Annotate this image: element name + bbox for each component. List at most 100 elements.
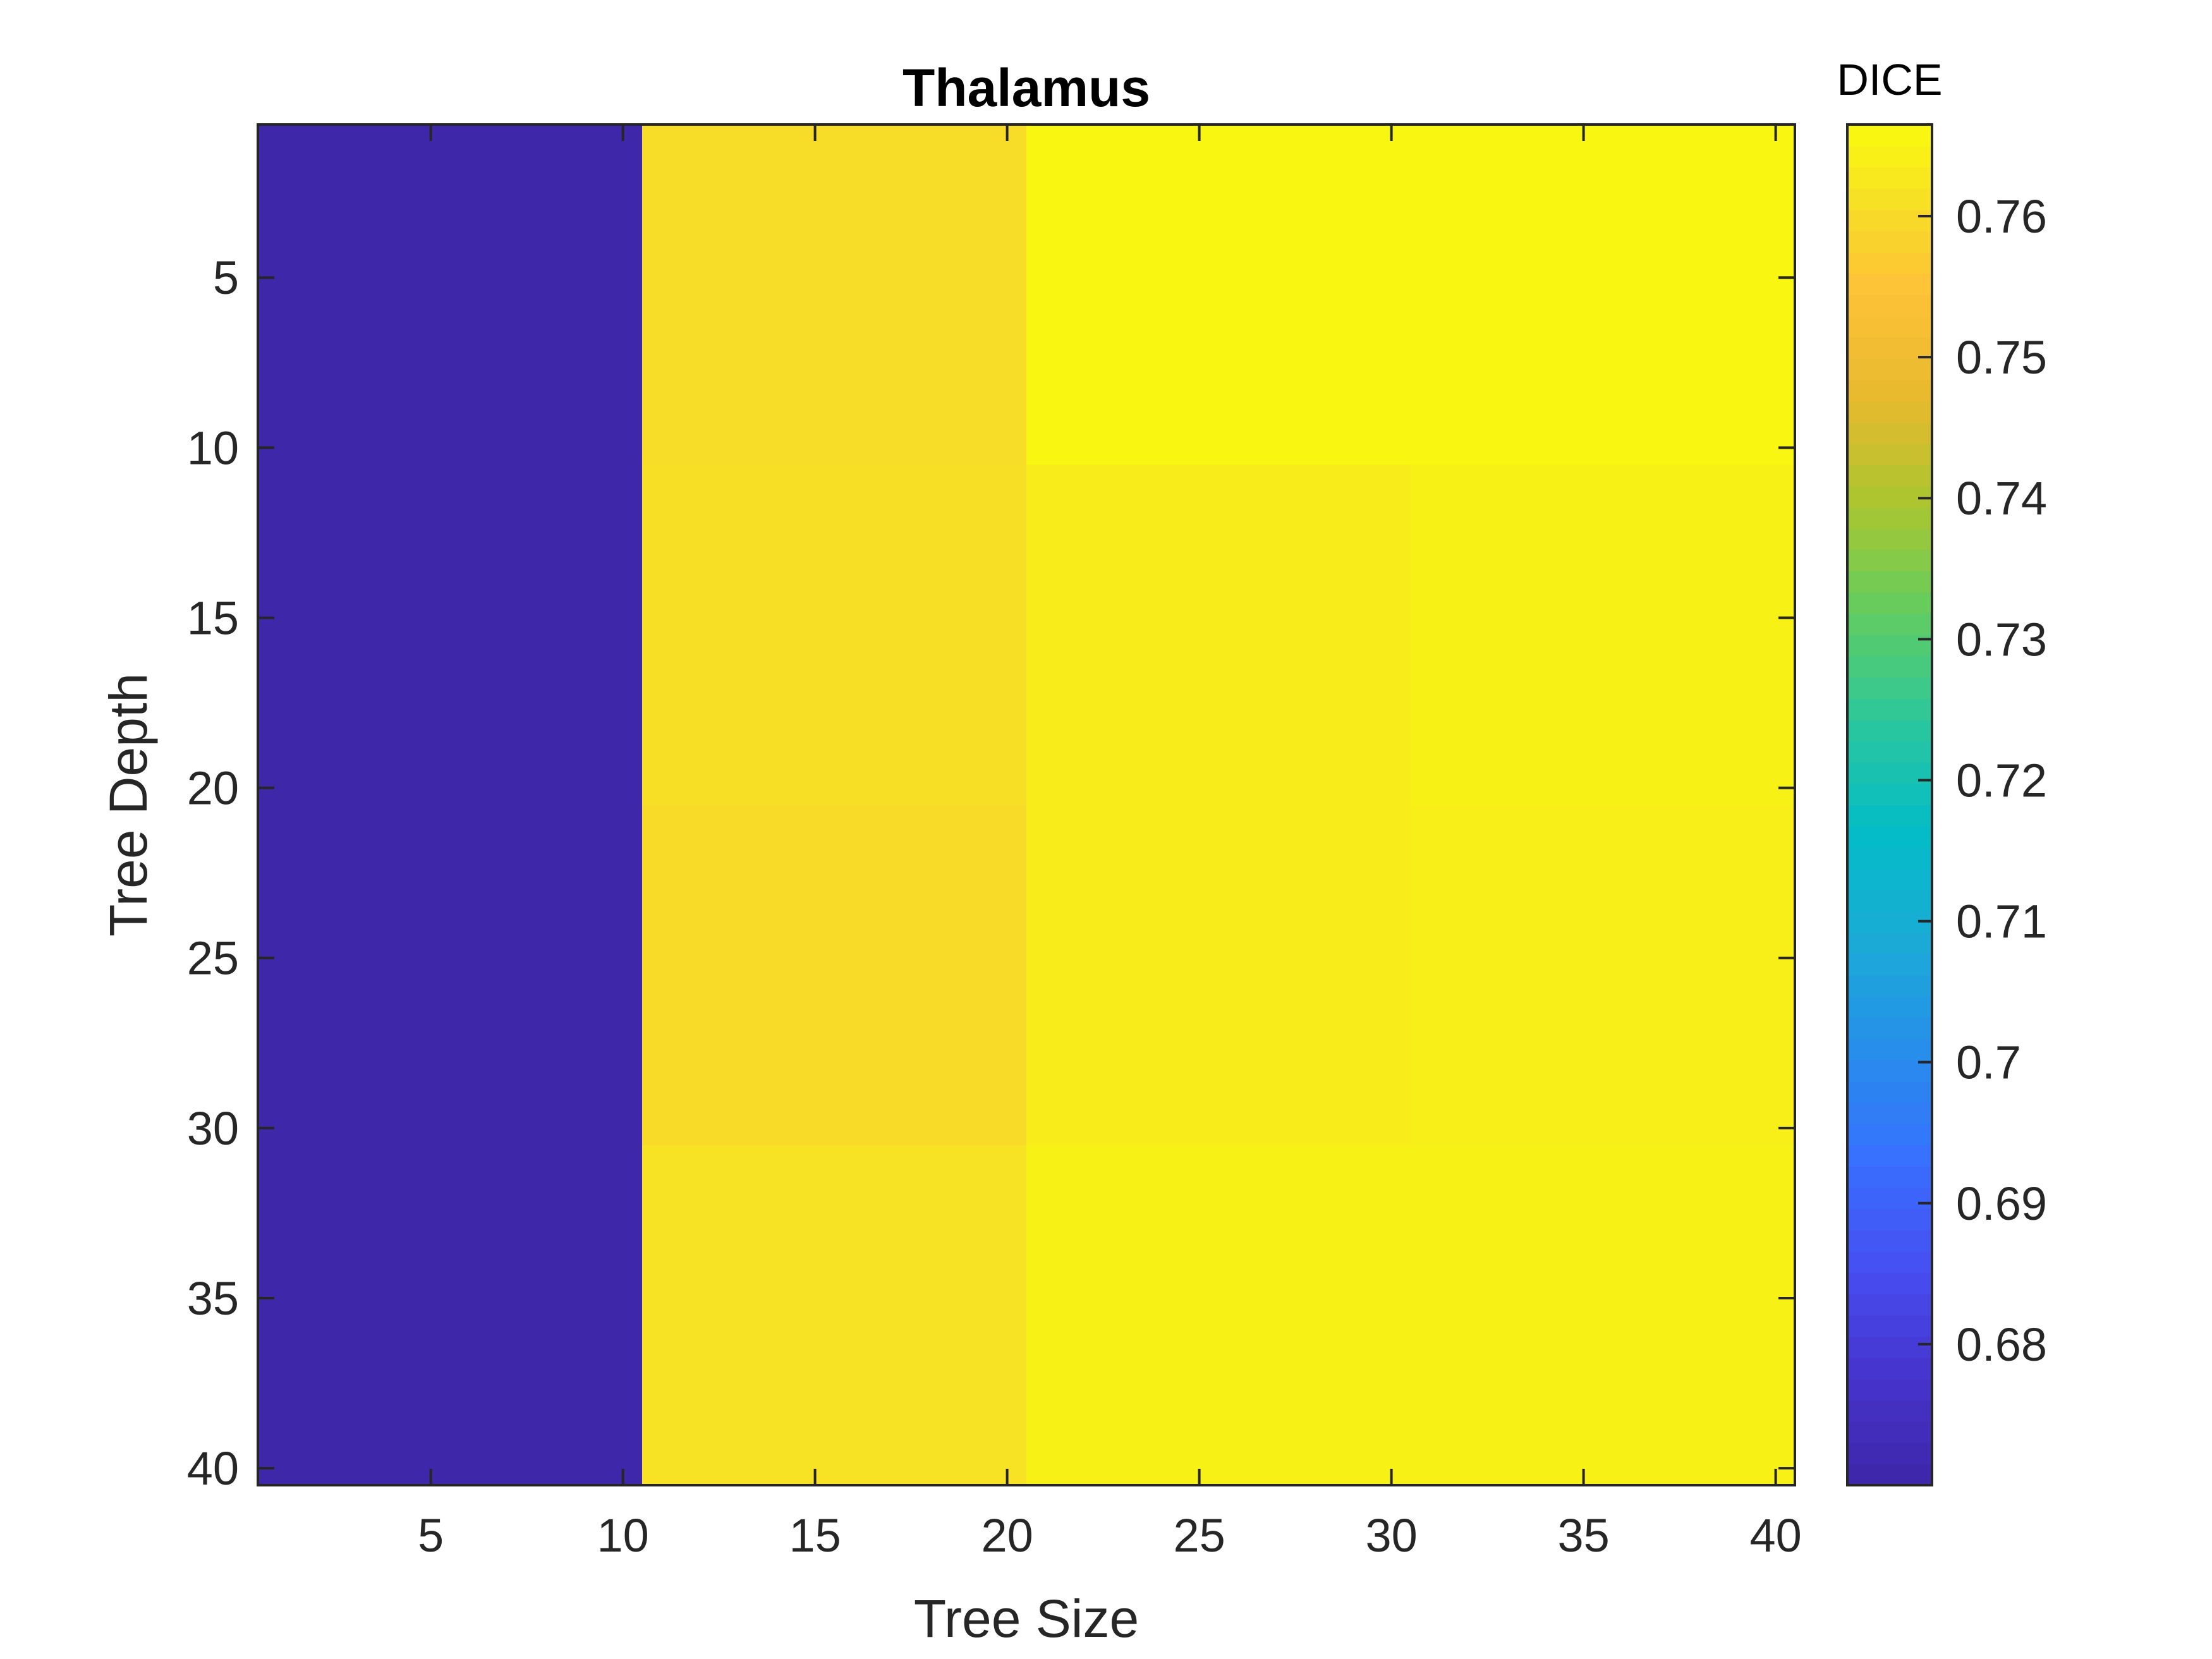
colorbar-band [1847,528,1932,550]
colorbar-band [1847,762,1932,784]
colorbar-band [1847,1251,1932,1273]
colorbar-band [1847,698,1932,720]
x-axis-ticks: 5 10 15 20 25 30 35 40 [418,125,1802,1562]
colorbar-band [1847,188,1932,210]
colorbar-ticks: 0.68 0.69 0.7 0.71 0.72 0.73 0.74 0.75 0.76 [1918,190,2047,1371]
heatmap-cell [1026,125,1411,465]
x-tick-label: 15 [789,1509,841,1562]
x-axis-label: Tree Size [914,1589,1139,1648]
colorbar-band [1847,315,1932,338]
colorbar-band [1847,401,1932,423]
y-tick-label: 20 [187,762,239,815]
colorbar-band [1847,1017,1932,1040]
colorbar-frame [1846,123,1933,1486]
colorbar-band [1847,358,1932,380]
colorbar-band [1847,443,1932,466]
chart-title: Thalamus [902,58,1150,118]
colorbar-band [1847,379,1932,402]
colorbar: 0.68 0.69 0.7 0.71 0.72 0.73 0.74 0.75 0.76 DICE [1837,55,2047,1486]
colorbar-band [1847,911,1932,933]
colorbar-band [1847,592,1932,614]
colorbar-band [1847,1358,1932,1380]
x-tick-label: 20 [981,1509,1033,1562]
x-tick-label: 5 [418,1509,444,1562]
colorbar-band [1847,1294,1932,1316]
heatmap-cell [642,125,1027,465]
y-axis-label: Tree Depth [99,673,158,937]
colorbar-tick-label: 0.69 [1956,1177,2047,1230]
heatmap-cell [258,805,643,1146]
colorbar-tick-label: 0.71 [1956,896,2047,948]
colorbar-band [1847,209,1932,232]
colorbar-band [1847,295,1932,317]
colorbar-band [1847,549,1932,572]
colorbar-band [1847,975,1932,997]
colorbar-band [1847,231,1932,253]
y-tick-label: 40 [187,1442,239,1495]
colorbar-band [1847,1336,1932,1358]
colorbar-band [1847,485,1932,508]
colorbar-band [1847,996,1932,1018]
heatmap-cell [258,1145,643,1486]
colorbar-band [1847,1464,1932,1486]
colorbar-band [1847,507,1932,529]
colorbar-band [1847,1421,1932,1443]
colorbar-band [1847,1166,1932,1188]
y-tick-label: 35 [187,1272,239,1325]
heatmap-cell [1411,465,1796,806]
heatmap-cell [1026,465,1411,806]
colorbar-band [1847,422,1932,444]
colorbar-band [1847,1145,1932,1167]
colorbar-tick-label: 0.75 [1956,331,2047,384]
y-tick-label: 5 [213,252,239,304]
y-tick-label: 25 [187,932,239,985]
y-tick-label: 15 [187,592,239,644]
colorbar-band [1847,1102,1932,1124]
colorbar-band [1847,890,1932,912]
colorbar-band [1847,1208,1932,1231]
colorbar-band [1847,252,1932,274]
heatmap-cell [1026,1145,1411,1486]
colorbar-band [1847,1378,1932,1401]
colorbar-tick-label: 0.76 [1956,190,2047,243]
colorbar-tick-label: 0.72 [1956,754,2047,806]
colorbar-band [1847,677,1932,700]
heatmap-cell [642,465,1027,806]
heatmap-cell [1026,805,1411,1146]
colorbar-tick-label: 0.73 [1956,613,2047,665]
colorbar-band [1847,1442,1932,1465]
colorbar-band [1847,1124,1932,1146]
y-axis-ticks: 5 10 15 20 25 30 35 40 [187,252,1795,1495]
colorbar-tick-label: 0.74 [1956,472,2047,525]
colorbar-band [1847,635,1932,657]
colorbar-gradient [1847,125,1932,1486]
plot-frame [257,123,1796,1486]
heatmap-cell [1411,125,1796,465]
colorbar-band [1847,337,1932,359]
colorbar-band [1847,953,1932,976]
colorbar-band [1847,571,1932,593]
colorbar-band [1847,1400,1932,1422]
colorbar-tick-label: 0.68 [1956,1318,2047,1371]
x-tick-label: 40 [1749,1509,1801,1562]
heatmap-cell [1411,805,1796,1146]
colorbar-band [1847,125,1932,147]
colorbar-band [1847,805,1932,827]
heatmap-cell [258,465,643,806]
x-tick-label: 35 [1557,1509,1609,1562]
colorbar-band [1847,719,1932,742]
colorbar-band [1847,465,1932,487]
colorbar-band [1847,1272,1932,1295]
colorbar-band [1847,868,1932,890]
colorbar-title: DICE [1837,55,1942,104]
colorbar-band [1847,613,1932,636]
x-tick-label: 25 [1173,1509,1225,1562]
colorbar-band [1847,656,1932,678]
colorbar-band [1847,167,1932,189]
heatmap-cell [642,805,1027,1146]
colorbar-band [1847,1230,1932,1252]
colorbar-band [1847,932,1932,954]
colorbar-band [1847,1060,1932,1082]
heatmap-cells [258,125,1796,1486]
